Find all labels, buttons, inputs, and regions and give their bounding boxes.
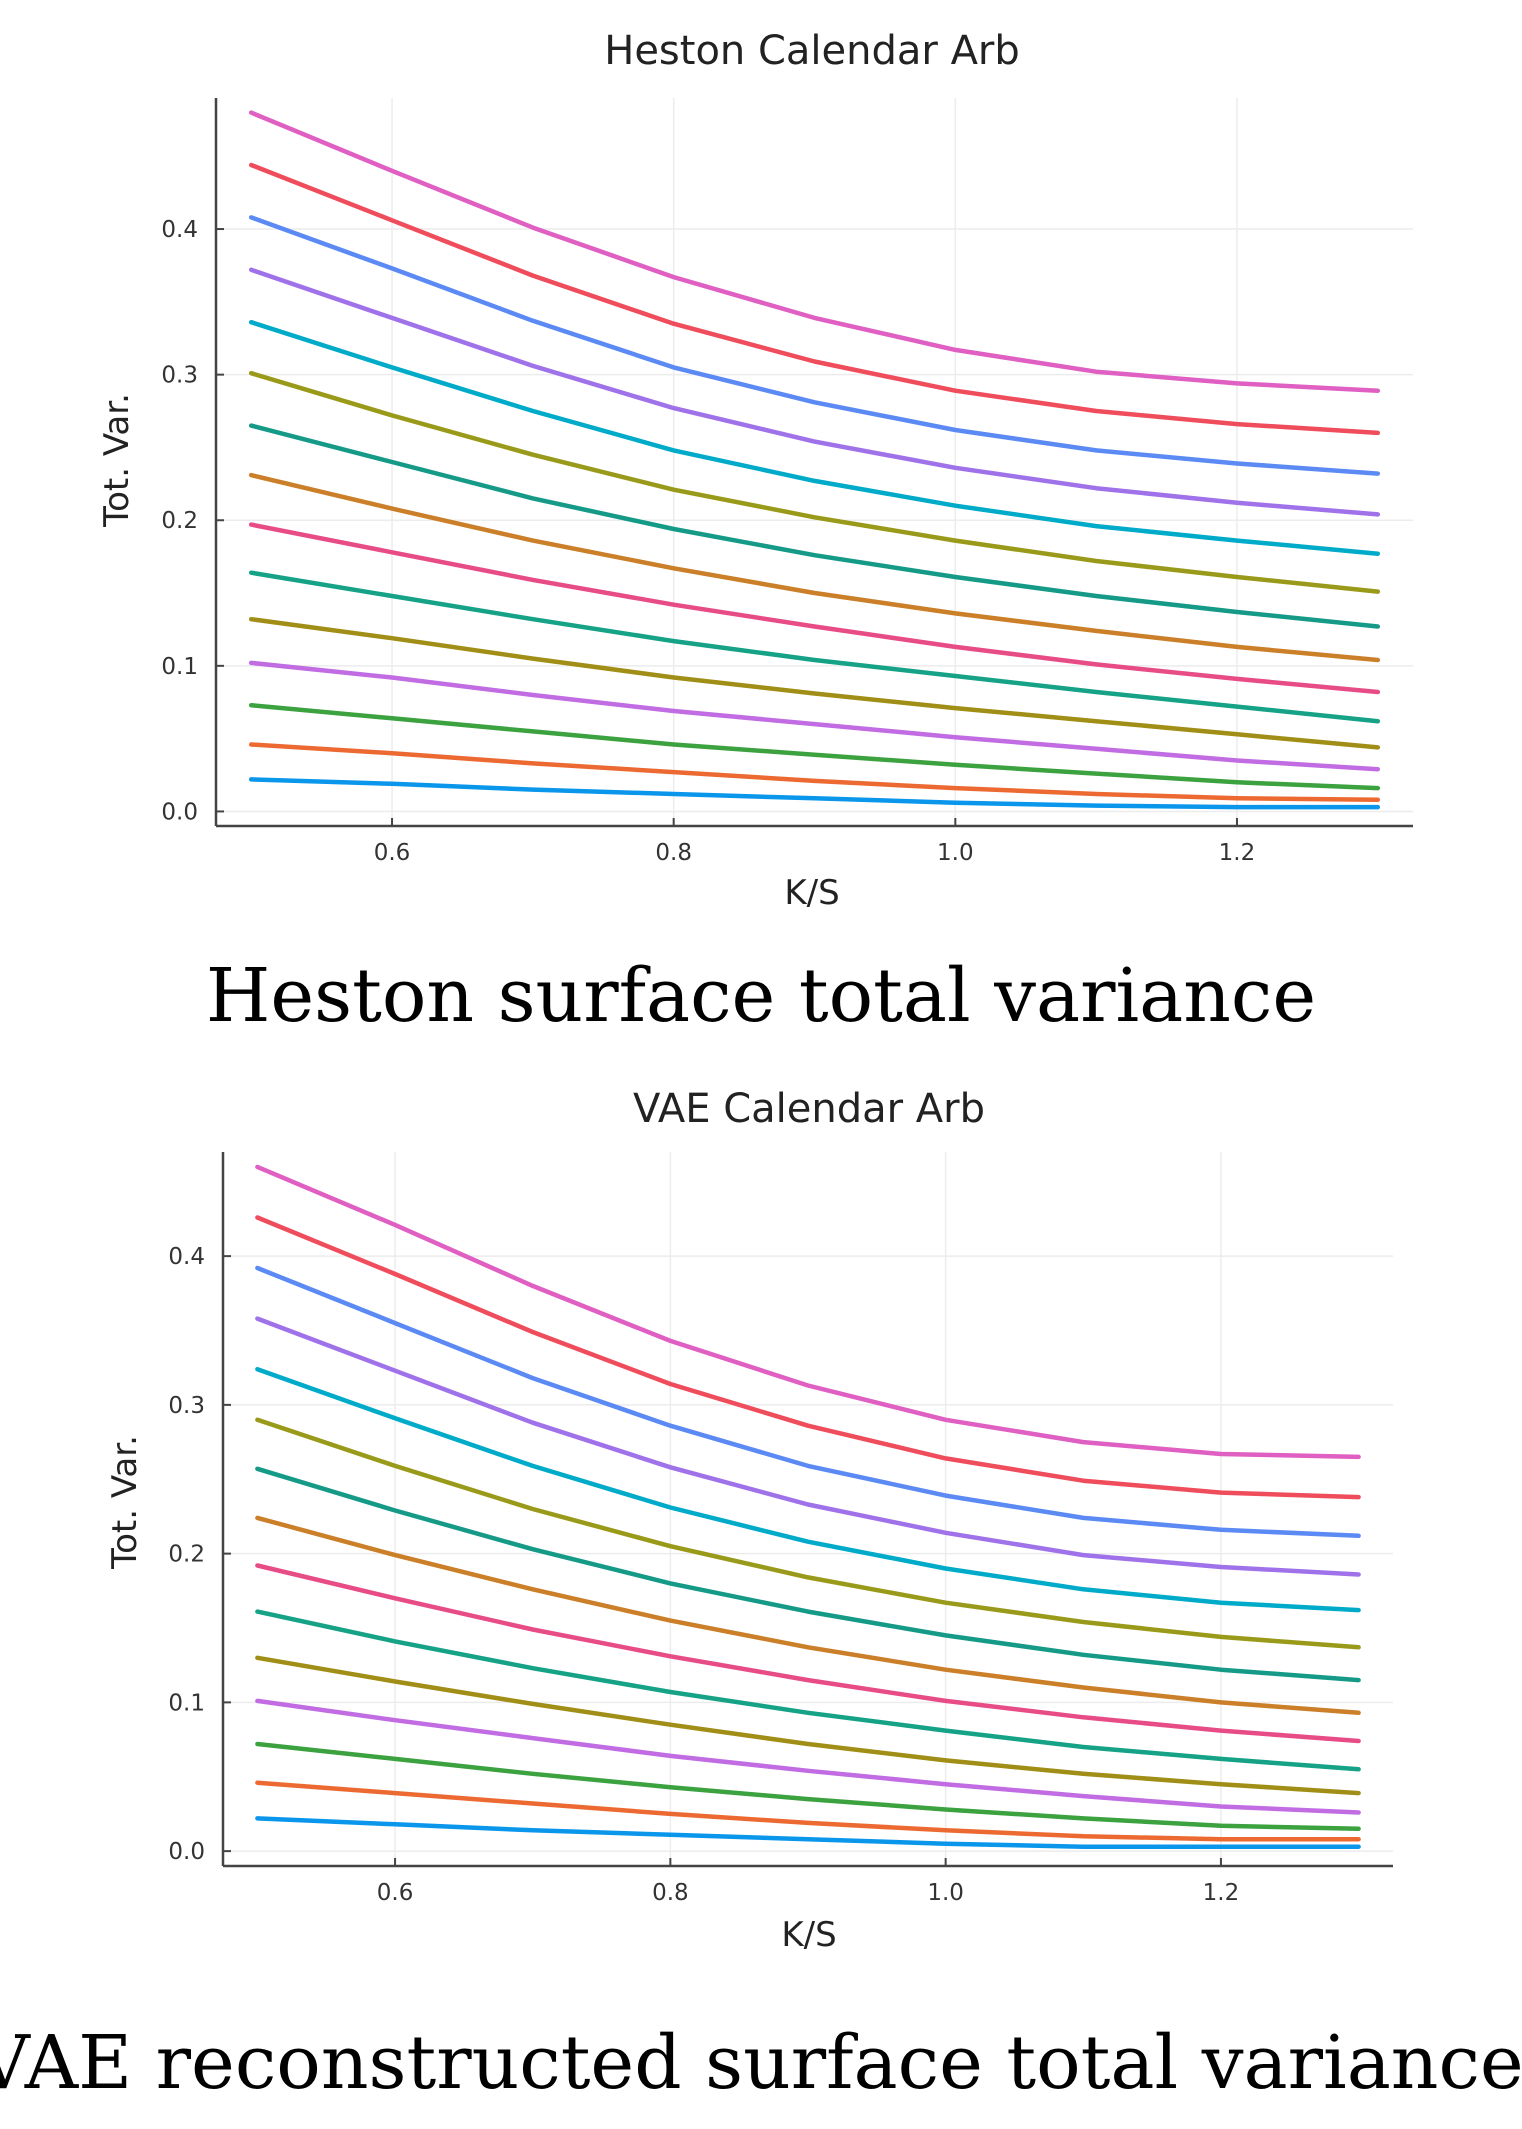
series-layer [255,1164,1361,1849]
series-line-t2 [248,742,1381,803]
caption-vae: VAE reconstructed surface total variance [0,2020,1522,2106]
series-line-t15 [248,110,1381,393]
series-line-t4 [255,1698,1361,1815]
series-line-t10 [255,1417,1361,1650]
x-tick-label: 1.2 [1219,840,1256,866]
series-line-t3 [255,1741,1361,1832]
series-line-t7 [248,522,1381,695]
series-line-t6 [255,1609,1361,1772]
series-line-t13 [248,215,1381,476]
series-line-t11 [248,319,1381,556]
series-layer [248,110,1381,810]
series-line-t12 [248,267,1381,517]
y-axis-label: Tot. Var. [97,393,137,528]
y-tick-label: 0.0 [161,799,198,825]
x-axis-label: K/S [784,873,839,913]
x-tick-label: 0.6 [377,1880,414,1906]
axes [214,98,1413,828]
x-tick-label: 1.2 [1203,1880,1240,1906]
vae-chart: VAE Calendar Arb 0.6 0.8 1.0 1.20.00.10.20.… [105,1086,1393,1955]
series-line-t7 [255,1563,1361,1744]
x-tick-label: 0.8 [652,1880,689,1906]
x-tick-label: 1.0 [927,1880,964,1906]
y-tick-label: 0.3 [161,363,198,389]
chart-title: VAE Calendar Arb [633,1086,985,1132]
x-tick-label: 1.0 [937,840,974,866]
grid [216,98,1413,826]
axes [221,1152,1393,1868]
tick-labels: 0.6 0.8 1.0 1.2 0.0 0.1 0.2 0.3 0.4 [168,1244,1239,1906]
series-line-t11 [255,1366,1361,1613]
y-tick-label: 0.0 [168,1839,205,1865]
series-line-t10 [248,370,1381,594]
series-line-t8 [248,472,1381,663]
y-tick-label: 0.1 [161,654,198,680]
series-line-t15 [255,1164,1361,1460]
series-line-t1 [255,1816,1361,1849]
x-axis-label: K/S [781,1915,836,1955]
y-tick-label: 0.2 [168,1542,205,1568]
series-line-t5 [255,1655,1361,1796]
series-line-t2 [255,1780,1361,1842]
y-tick-label: 0.1 [168,1690,205,1716]
x-tick-label: 0.6 [374,840,411,866]
series-line-t9 [248,423,1381,629]
series-line-t12 [255,1316,1361,1577]
series-line-t8 [255,1515,1361,1716]
series-line-t9 [255,1466,1361,1683]
caption-heston: Heston surface total variance [206,953,1316,1039]
series-line-t3 [248,702,1381,791]
series-line-t13 [255,1265,1361,1539]
series-line-t5 [248,616,1381,750]
y-tick-label: 0.3 [168,1393,205,1419]
heston-chart: Heston Calendar Arb 0.6 0.8 1.0 1.20.00.10.… [97,28,1413,913]
series-line-t14 [255,1215,1361,1500]
tick-labels: 0.6 0.8 1.0 1.2 0.0 0.1 0.2 0.3 0.4 [161,217,1255,866]
chart-title: Heston Calendar Arb [604,28,1020,74]
grid [223,1152,1393,1866]
x-tick-label: 0.8 [655,840,692,866]
series-line-t4 [248,660,1381,772]
y-axis-label: Tot. Var. [105,1435,145,1570]
series-line-t6 [248,570,1381,724]
series-line-t1 [248,777,1381,810]
y-tick-label: 0.4 [161,217,198,243]
y-tick-label: 0.2 [161,508,198,534]
y-tick-label: 0.4 [168,1244,205,1270]
series-line-t14 [248,162,1381,436]
